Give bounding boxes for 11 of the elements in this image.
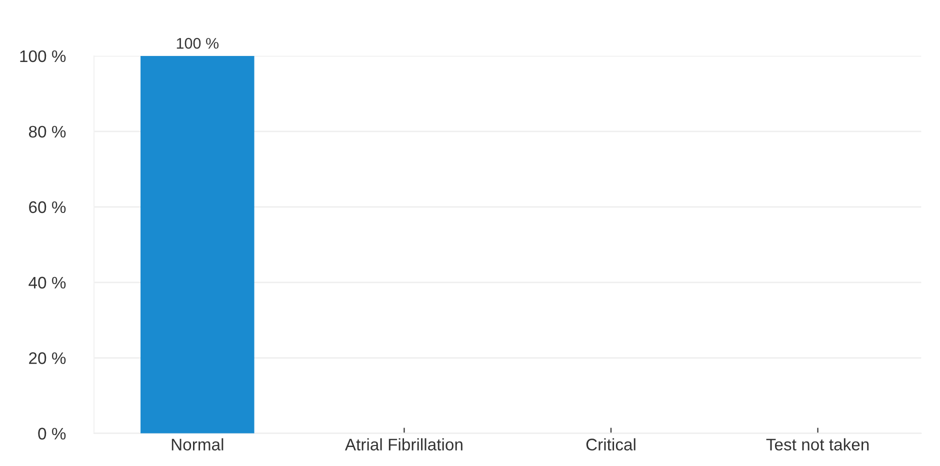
y-tick-label: 20 % <box>29 352 66 364</box>
x-tick-label: Test not taken <box>766 438 869 450</box>
x-tick-label: Critical <box>586 438 636 450</box>
x-tick-label: Normal <box>172 438 224 450</box>
y-tick-label: 40 % <box>28 276 66 289</box>
y-tick-label: 100 % <box>20 50 66 62</box>
x-tick-label: Atrial Fibrillation <box>344 438 462 450</box>
data-label: 100 % <box>176 38 219 49</box>
y-tick-label: 60 % <box>29 201 66 214</box>
y-tick-label: 0 % <box>38 428 66 440</box>
y-tick-label: 80 % <box>28 126 66 138</box>
